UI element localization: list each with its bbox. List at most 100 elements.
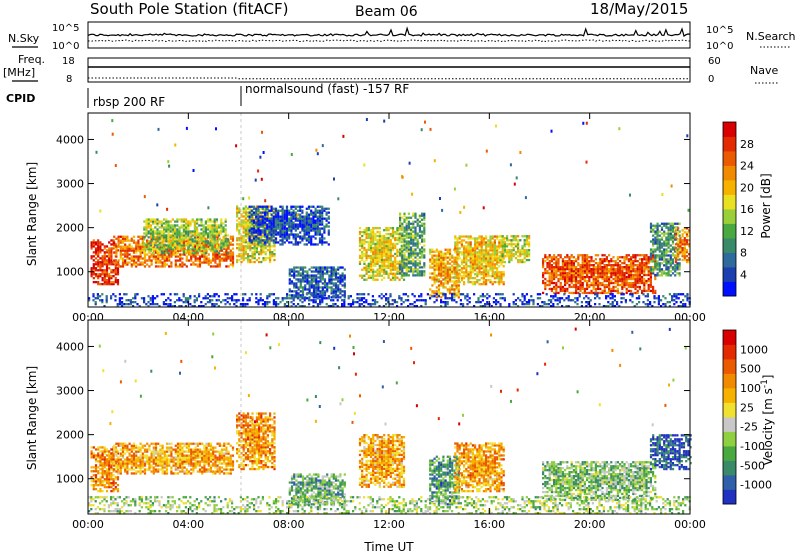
data-cell: [323, 268, 327, 271]
data-cell: [559, 266, 562, 269]
data-cell: [557, 254, 560, 257]
data-cell: [616, 258, 619, 261]
data-cell: [251, 237, 254, 240]
data-cell: [391, 246, 395, 250]
data-cell: [314, 225, 317, 228]
data-cell: [403, 244, 406, 247]
data-cell: [465, 253, 468, 256]
data-cell: [487, 275, 490, 278]
data-cell: [190, 255, 193, 258]
data-cell: [455, 294, 458, 297]
data-cell: [121, 247, 125, 250]
data-cell: [557, 273, 560, 277]
data-cell: [599, 281, 602, 285]
data-cell: [619, 275, 622, 279]
data-cell: [480, 257, 483, 260]
data-cell: [115, 251, 118, 254]
data-cell: [401, 254, 404, 257]
nave-label: Nave: [750, 64, 778, 77]
data-cell: [641, 268, 644, 271]
data-cell: [583, 266, 586, 269]
data-cell: [456, 243, 459, 246]
data-cell: [542, 281, 545, 285]
data-cell: [110, 269, 113, 272]
data-cell: [389, 242, 392, 246]
data-cell: [119, 265, 122, 268]
data-cell: [274, 225, 278, 228]
data-cell: [315, 268, 318, 271]
data-cell: [667, 266, 670, 269]
data-cell: [310, 243, 313, 246]
data-cell: [216, 247, 219, 250]
data-cell: [196, 238, 199, 241]
data-cell: [196, 265, 199, 268]
data-cell: [550, 277, 553, 281]
data-cell: [467, 247, 470, 250]
data-cell: [332, 274, 335, 277]
data-cell: [252, 219, 256, 222]
data-cell: [149, 236, 152, 239]
data-cell: [407, 266, 410, 269]
data-cell: [224, 218, 227, 221]
data-cell: [105, 245, 109, 248]
data-cell: [674, 250, 677, 253]
data-cell: [288, 229, 291, 232]
data-cell: [478, 283, 481, 286]
data-cell: [97, 281, 100, 284]
data-cell: [163, 240, 166, 243]
data-cell: [394, 244, 397, 248]
data-cell: [156, 250, 159, 253]
data-cell: [92, 259, 95, 262]
data-cell: [630, 283, 633, 287]
data-cell: [391, 274, 395, 277]
data-cell: [271, 251, 274, 254]
data-cell: [601, 260, 604, 263]
data-cell: [446, 256, 449, 259]
data-cell: [491, 243, 494, 246]
data-cell: [321, 221, 324, 224]
data-cell: [389, 262, 392, 265]
data-cell: [290, 268, 294, 271]
data-cell: [240, 223, 243, 226]
data-cell: [113, 251, 116, 254]
data-cell: [247, 237, 250, 240]
data-cell: [437, 256, 441, 259]
data-cell: [590, 271, 593, 275]
data-cell: [380, 236, 384, 240]
data-cell: [616, 270, 619, 273]
data-cell: [665, 226, 668, 229]
data-cell: [455, 286, 458, 289]
data-cell: [421, 236, 424, 239]
data-cell: [148, 257, 151, 260]
data-cell: [632, 260, 635, 263]
data-cell: [387, 244, 390, 248]
data-cell: [147, 232, 150, 235]
data-cell: [167, 234, 170, 237]
data-cell: [218, 265, 221, 268]
data-cell: [433, 254, 436, 257]
data-cell: [365, 278, 368, 281]
data-cell: [218, 248, 221, 251]
data-cell: [421, 270, 424, 273]
data-cell: [105, 249, 109, 252]
data-cell: [442, 286, 445, 289]
data-cell: [238, 221, 241, 224]
data-cell: [101, 257, 104, 260]
data-cell: [108, 263, 111, 266]
data-cell: [394, 264, 397, 267]
data-cell: [431, 278, 434, 281]
data-cell: [272, 221, 275, 224]
data-cell: [592, 279, 595, 283]
data-cell: [281, 221, 284, 224]
data-cell: [167, 224, 170, 227]
data-cell: [121, 259, 125, 262]
data-cell: [619, 279, 622, 283]
data-cell: [391, 254, 395, 258]
data-cell: [105, 261, 109, 264]
data-cell: [255, 229, 258, 232]
data-cell: [367, 240, 370, 244]
data-cell: [391, 276, 395, 279]
beam-label: Beam 06: [355, 4, 418, 20]
data-cell: [223, 255, 226, 258]
data-cell: [295, 282, 298, 285]
